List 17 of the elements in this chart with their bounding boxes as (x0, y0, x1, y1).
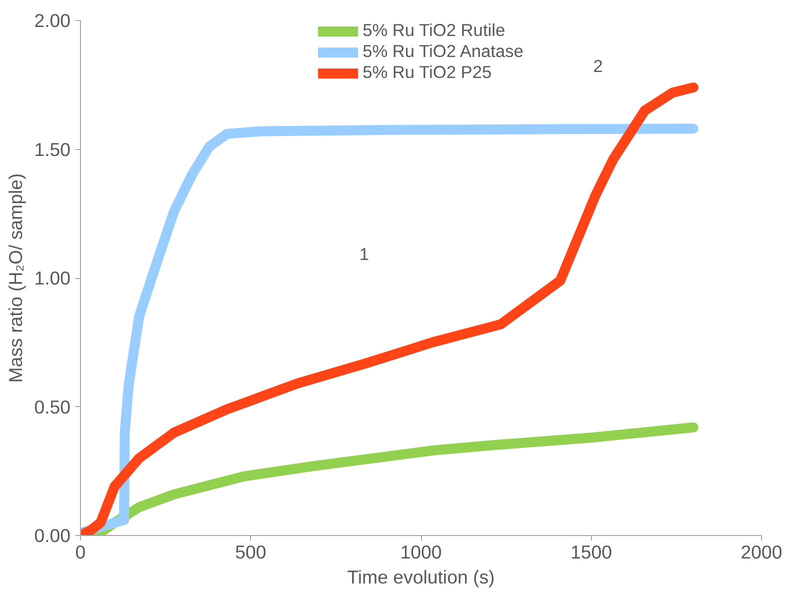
x-tick-label: 0 (75, 542, 86, 562)
legend-label: 5% Ru TiO2 Rutile (362, 20, 506, 41)
legend-label: 5% Ru TiO2 Anatase (362, 41, 524, 62)
x-tick-label: 2000 (740, 542, 782, 562)
x-tick-label: 1500 (570, 542, 612, 562)
y-tick-label: 1.50 (34, 138, 70, 160)
annotation: 2 (593, 56, 603, 76)
x-axis-title: Time evolution (s) (347, 566, 495, 588)
y-tick-label: 2.00 (34, 10, 70, 31)
annotation: 1 (359, 244, 369, 264)
y-tick-label: 0.50 (34, 396, 70, 418)
legend-label: 5% Ru TiO2 P25 (362, 62, 492, 83)
y-tick-label: 0.00 (34, 525, 70, 546)
x-tick-label: 1000 (400, 542, 442, 562)
y-tick-label: 1.00 (34, 268, 70, 288)
y-axis-title: Mass ratio (H₂O/ sample) (5, 173, 26, 383)
x-tick-label: 500 (235, 542, 266, 562)
